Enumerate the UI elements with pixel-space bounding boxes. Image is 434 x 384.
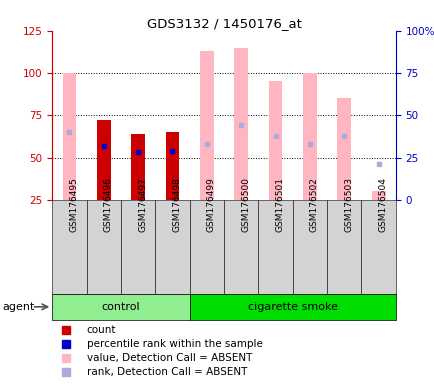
Text: GSM176498: GSM176498: [172, 177, 181, 232]
Bar: [131, 134, 145, 200]
FancyBboxPatch shape: [292, 200, 326, 294]
FancyBboxPatch shape: [258, 200, 292, 294]
FancyBboxPatch shape: [86, 200, 121, 294]
FancyBboxPatch shape: [121, 200, 155, 294]
Text: agent: agent: [2, 302, 34, 312]
Bar: [97, 120, 110, 200]
Bar: [234, 48, 247, 200]
Title: GDS3132 / 1450176_at: GDS3132 / 1450176_at: [146, 17, 301, 30]
FancyBboxPatch shape: [224, 200, 258, 294]
Bar: [165, 132, 179, 200]
Bar: [200, 51, 213, 200]
Text: cigarette smoke: cigarette smoke: [247, 302, 337, 312]
Text: GSM176497: GSM176497: [138, 177, 147, 232]
FancyBboxPatch shape: [361, 200, 395, 294]
Text: count: count: [86, 325, 116, 335]
Text: GSM176503: GSM176503: [344, 177, 352, 232]
Text: GSM176495: GSM176495: [69, 177, 78, 232]
Bar: [62, 73, 76, 200]
FancyBboxPatch shape: [52, 294, 189, 320]
Text: GSM176501: GSM176501: [275, 177, 284, 232]
Text: GSM176500: GSM176500: [241, 177, 250, 232]
FancyBboxPatch shape: [52, 200, 86, 294]
FancyBboxPatch shape: [155, 200, 189, 294]
Text: control: control: [102, 302, 140, 312]
Text: value, Detection Call = ABSENT: value, Detection Call = ABSENT: [86, 353, 251, 363]
FancyBboxPatch shape: [189, 200, 224, 294]
Bar: [165, 132, 179, 200]
Text: GSM176496: GSM176496: [104, 177, 112, 232]
Text: percentile rank within the sample: percentile rank within the sample: [86, 339, 262, 349]
Bar: [302, 73, 316, 200]
Text: GSM176502: GSM176502: [309, 177, 318, 232]
Bar: [337, 98, 350, 200]
Bar: [97, 120, 110, 200]
Bar: [268, 81, 282, 200]
FancyBboxPatch shape: [189, 294, 395, 320]
Text: GSM176499: GSM176499: [207, 177, 215, 232]
FancyBboxPatch shape: [326, 200, 361, 294]
Text: GSM176504: GSM176504: [378, 177, 387, 232]
Text: rank, Detection Call = ABSENT: rank, Detection Call = ABSENT: [86, 367, 247, 377]
Bar: [371, 191, 385, 200]
Bar: [131, 134, 145, 200]
